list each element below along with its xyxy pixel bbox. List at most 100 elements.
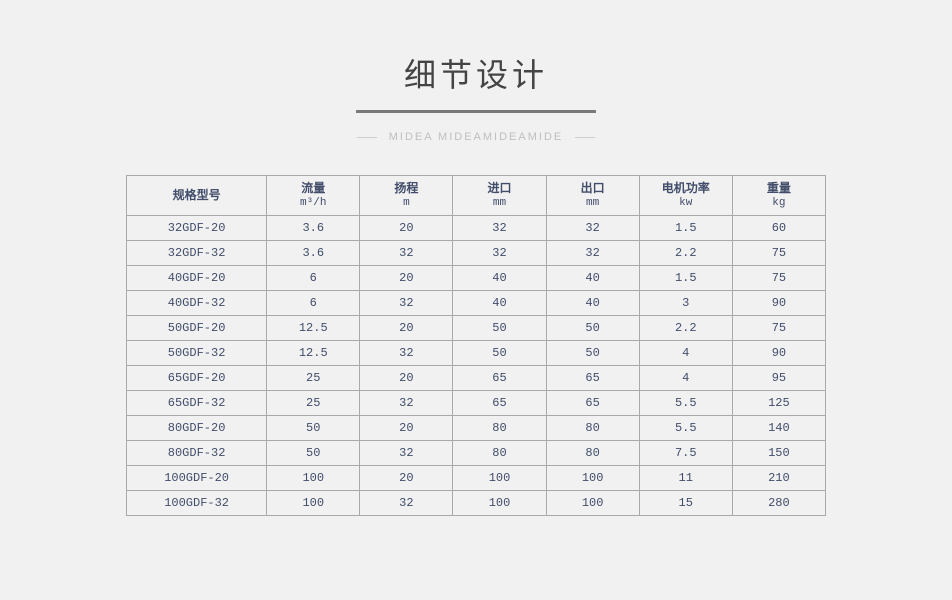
table-cell: 12.5 xyxy=(267,341,360,366)
table-cell: 75 xyxy=(732,266,825,291)
table-cell: 6 xyxy=(267,266,360,291)
table-cell: 20 xyxy=(360,366,453,391)
table-cell: 20 xyxy=(360,266,453,291)
table-cell: 50 xyxy=(453,316,546,341)
table-row: 80GDF-32503280807.5150 xyxy=(127,441,826,466)
table-cell: 40 xyxy=(546,291,639,316)
table-row: 40GDF-326324040390 xyxy=(127,291,826,316)
table-cell: 80GDF-20 xyxy=(127,416,267,441)
table-cell: 15 xyxy=(639,491,732,516)
spec-col-header: 规格型号 xyxy=(127,176,267,216)
table-cell: 32 xyxy=(546,241,639,266)
page-container: 细节设计 MIDEA MIDEAMIDEAMIDE 规格型号流量m³/h扬程m进… xyxy=(0,0,952,600)
table-cell: 65 xyxy=(453,391,546,416)
table-cell: 60 xyxy=(732,216,825,241)
table-cell: 3.6 xyxy=(267,241,360,266)
table-cell: 50 xyxy=(546,341,639,366)
table-cell: 40GDF-32 xyxy=(127,291,267,316)
table-row: 80GDF-20502080805.5140 xyxy=(127,416,826,441)
table-cell: 80 xyxy=(546,441,639,466)
spec-col-unit: kg xyxy=(737,196,821,211)
table-row: 50GDF-2012.52050502.275 xyxy=(127,316,826,341)
spec-col-header: 电机功率kw xyxy=(639,176,732,216)
table-row: 100GDF-201002010010011210 xyxy=(127,466,826,491)
table-cell: 40GDF-20 xyxy=(127,266,267,291)
spec-col-label: 重量 xyxy=(767,181,791,195)
table-row: 40GDF-2062040401.575 xyxy=(127,266,826,291)
table-cell: 32 xyxy=(360,391,453,416)
table-cell: 40 xyxy=(453,291,546,316)
table-cell: 80 xyxy=(546,416,639,441)
table-cell: 75 xyxy=(732,316,825,341)
table-cell: 80 xyxy=(453,441,546,466)
spec-col-unit: mm xyxy=(551,196,635,211)
table-cell: 100 xyxy=(267,466,360,491)
table-cell: 65 xyxy=(546,391,639,416)
table-cell: 125 xyxy=(732,391,825,416)
spec-col-header: 扬程m xyxy=(360,176,453,216)
table-row: 32GDF-323.63232322.275 xyxy=(127,241,826,266)
table-row: 65GDF-2025206565495 xyxy=(127,366,826,391)
table-cell: 100GDF-32 xyxy=(127,491,267,516)
table-cell: 50GDF-32 xyxy=(127,341,267,366)
table-cell: 80GDF-32 xyxy=(127,441,267,466)
table-cell: 32GDF-32 xyxy=(127,241,267,266)
title-underline xyxy=(356,110,596,113)
spec-col-label: 流量 xyxy=(301,181,325,195)
table-cell: 32 xyxy=(360,241,453,266)
table-cell: 65GDF-32 xyxy=(127,391,267,416)
table-cell: 100 xyxy=(453,491,546,516)
table-cell: 50 xyxy=(267,416,360,441)
table-cell: 32 xyxy=(453,241,546,266)
table-cell: 100 xyxy=(267,491,360,516)
table-cell: 95 xyxy=(732,366,825,391)
table-cell: 65 xyxy=(546,366,639,391)
table-cell: 75 xyxy=(732,241,825,266)
table-cell: 12.5 xyxy=(267,316,360,341)
table-cell: 100GDF-20 xyxy=(127,466,267,491)
table-cell: 150 xyxy=(732,441,825,466)
spec-col-unit: mm xyxy=(457,196,541,211)
table-cell: 20 xyxy=(360,416,453,441)
table-cell: 5.5 xyxy=(639,391,732,416)
spec-table-header-row: 规格型号流量m³/h扬程m进口mm出口mm电机功率kw重量kg xyxy=(127,176,826,216)
table-cell: 6 xyxy=(267,291,360,316)
table-cell: 25 xyxy=(267,391,360,416)
table-cell: 50 xyxy=(546,316,639,341)
spec-col-header: 重量kg xyxy=(732,176,825,216)
page-subtitle: MIDEA MIDEAMIDEAMIDE xyxy=(353,131,599,143)
table-row: 65GDF-32253265655.5125 xyxy=(127,391,826,416)
table-cell: 210 xyxy=(732,466,825,491)
table-cell: 32 xyxy=(360,291,453,316)
table-cell: 32 xyxy=(360,341,453,366)
spec-table-wrap: 规格型号流量m³/h扬程m进口mm出口mm电机功率kw重量kg 32GDF-20… xyxy=(126,175,826,516)
table-cell: 100 xyxy=(546,466,639,491)
table-cell: 25 xyxy=(267,366,360,391)
table-cell: 140 xyxy=(732,416,825,441)
table-cell: 32 xyxy=(360,441,453,466)
table-cell: 100 xyxy=(546,491,639,516)
page-title: 细节设计 xyxy=(0,50,952,96)
table-cell: 2.2 xyxy=(639,316,732,341)
table-row: 100GDF-321003210010015280 xyxy=(127,491,826,516)
table-cell: 40 xyxy=(546,266,639,291)
table-cell: 20 xyxy=(360,316,453,341)
table-cell: 32 xyxy=(546,216,639,241)
table-cell: 100 xyxy=(453,466,546,491)
table-cell: 32 xyxy=(453,216,546,241)
spec-col-header: 进口mm xyxy=(453,176,546,216)
table-cell: 90 xyxy=(732,291,825,316)
table-cell: 65GDF-20 xyxy=(127,366,267,391)
spec-table-head: 规格型号流量m³/h扬程m进口mm出口mm电机功率kw重量kg xyxy=(127,176,826,216)
table-row: 32GDF-203.62032321.560 xyxy=(127,216,826,241)
table-cell: 5.5 xyxy=(639,416,732,441)
spec-table: 规格型号流量m³/h扬程m进口mm出口mm电机功率kw重量kg 32GDF-20… xyxy=(126,175,826,516)
spec-col-label: 规格型号 xyxy=(173,188,221,202)
table-cell: 4 xyxy=(639,341,732,366)
table-cell: 50 xyxy=(267,441,360,466)
table-cell: 20 xyxy=(360,466,453,491)
spec-col-label: 电机功率 xyxy=(662,181,710,195)
table-cell: 3.6 xyxy=(267,216,360,241)
table-cell: 80 xyxy=(453,416,546,441)
table-cell: 20 xyxy=(360,216,453,241)
